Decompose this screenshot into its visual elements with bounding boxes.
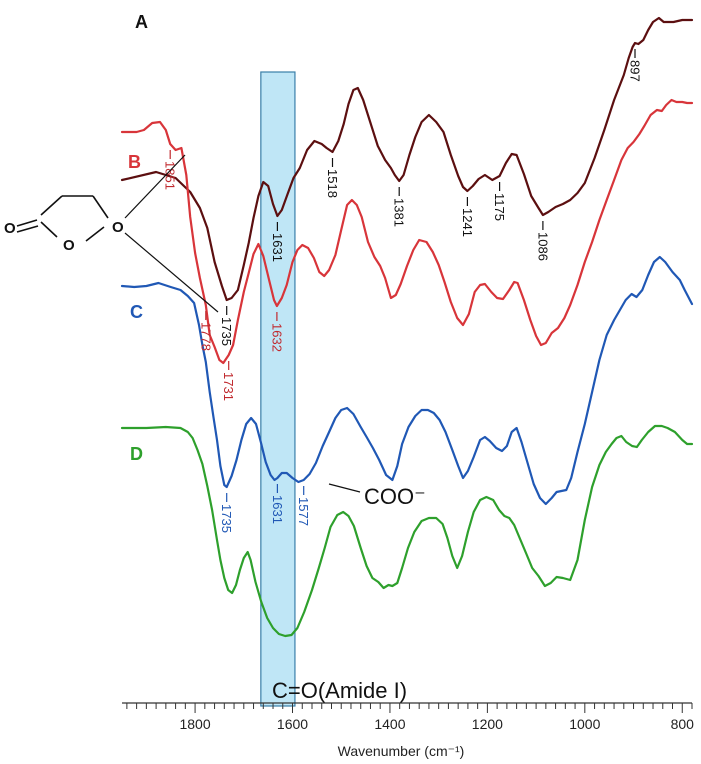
- peak-labels-group: 1735 1631 1518 1381 1241 1175 1086 897 1851 1778 1…: [163, 49, 643, 533]
- connector-line-1851: [124, 154, 186, 219]
- peak-value: 1731: [221, 372, 236, 401]
- peak-label-a-1241: 1241: [460, 197, 475, 237]
- peak-value: 1631: [270, 233, 285, 262]
- ring-bond: [85, 226, 105, 242]
- succinic-anhydride-structure: [16, 195, 109, 242]
- peak-label-b-1778: 1778: [198, 311, 213, 351]
- spectra-group: [120, 16, 694, 638]
- peak-value: 1778: [198, 322, 213, 351]
- peak-label-a-897: 897: [628, 49, 643, 82]
- peak-value: 1241: [460, 208, 475, 237]
- amide-i-highlight-band: [260, 71, 296, 707]
- peak-label-b-1851: 1851: [163, 150, 178, 190]
- peak-value: 1086: [535, 232, 550, 261]
- ring-bond: [40, 221, 58, 238]
- carbonyl-double-bond: [16, 225, 39, 233]
- peak-label-c-1631: 1631: [270, 484, 285, 524]
- peak-label-a-1175: 1175: [492, 182, 507, 221]
- peak-label-a-1735: 1735: [219, 306, 234, 346]
- x-tick-label: 1200: [472, 716, 503, 732]
- series-c-line: [120, 255, 694, 506]
- atom-o-left: O: [4, 220, 16, 237]
- peak-value: 897: [628, 60, 643, 82]
- peak-value: 1175: [492, 193, 507, 221]
- connector-line-1778: [124, 232, 219, 313]
- spectrum-label-d: D: [130, 444, 143, 464]
- coo-pointer-line: [328, 483, 361, 493]
- peak-value: 1735: [219, 504, 234, 533]
- spectrum-label-c: C: [130, 302, 143, 322]
- series-d-line: [120, 424, 694, 638]
- peak-value: 1851: [163, 161, 178, 190]
- x-tick-label: 1600: [277, 716, 308, 732]
- spectrum-label-b: B: [128, 152, 141, 172]
- x-tick-label: 1400: [374, 716, 405, 732]
- series-a-line: [120, 16, 694, 302]
- peak-value: 1381: [392, 198, 407, 227]
- ring-bond: [92, 195, 109, 219]
- ring-bond: [40, 195, 63, 216]
- carbonyl-double-bond: [16, 219, 38, 227]
- peak-value: 1631: [270, 495, 285, 524]
- peak-label-b-1731: 1731: [221, 361, 236, 401]
- amide-i-band-label: C=O(Amide I): [272, 678, 407, 703]
- atom-o-right: O: [112, 219, 124, 236]
- x-axis-title: Wavenumber (cm⁻¹): [338, 743, 465, 759]
- x-tick-label: 800: [671, 716, 695, 732]
- peak-label-a-1086: 1086: [535, 221, 550, 261]
- spectrum-label-a: A: [135, 12, 148, 32]
- peak-label-a-1631: 1631: [270, 222, 285, 262]
- peak-label-c-1735: 1735: [219, 493, 234, 533]
- atom-o-ring: O: [63, 237, 75, 254]
- peak-label-a-1518: 1518: [325, 158, 340, 198]
- peak-value: 1735: [219, 317, 234, 346]
- x-tick-label: 1800: [179, 716, 210, 732]
- peak-value: 1577: [296, 497, 311, 526]
- series-b-line: [120, 98, 694, 365]
- x-tick-label: 1000: [569, 716, 600, 732]
- peak-value: 1632: [269, 323, 284, 352]
- coo-annotation: COO⁻: [364, 484, 426, 509]
- peak-label-c-1577: 1577: [296, 486, 311, 526]
- peak-value: 1518: [325, 169, 340, 198]
- peak-label-b-1632: 1632: [269, 312, 284, 352]
- x-axis: 1800 1600 1400 1200 1000 800: [122, 702, 695, 732]
- peak-label-a-1381: 1381: [392, 187, 407, 227]
